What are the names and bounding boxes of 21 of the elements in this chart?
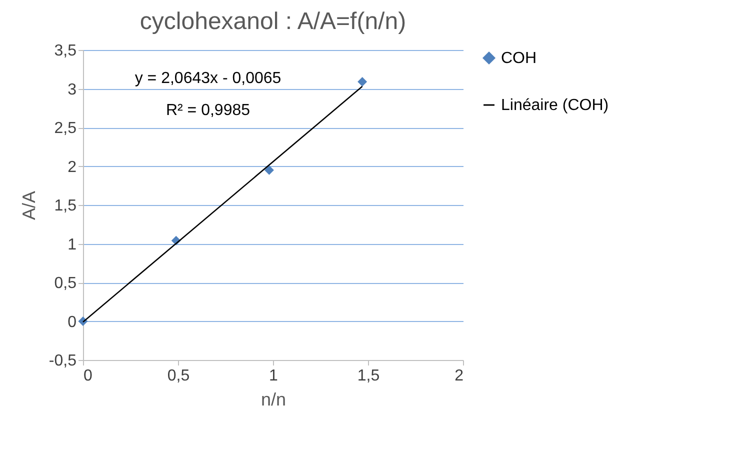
y-tick-label: 2,5 [54,120,77,137]
x-tick-label: 2 [454,368,464,384]
chart-title: cyclohexanol : A/A=f(n/n) [140,8,406,35]
y-tick-label: -0,5 [48,352,77,370]
annotation: R² = 0,9985 [166,102,250,119]
legend-label: COH [501,50,537,67]
x-tick-label: 1 [269,368,278,384]
x-tick-label: 0 [84,368,92,384]
y-tick-label: 1 [68,236,77,254]
x-tick-label: 1,5 [357,368,380,384]
legend-label: Linéaire (COH) [501,97,609,114]
annotation: y = 2,0643x - 0,0065 [134,70,282,87]
y-axis-title: A/A [18,190,39,220]
y-tick-label: 0 [68,314,77,331]
x-axis-title: n/n [260,390,286,410]
y-tick-label: 1,5 [54,198,77,214]
y-tick-label: 3,5 [54,42,77,60]
y-tick-label: 0,5 [54,275,77,292]
x-tick-label: 0,5 [167,368,190,384]
y-tick-label: 2 [68,158,77,176]
y-tick-label: 3 [68,81,77,98]
